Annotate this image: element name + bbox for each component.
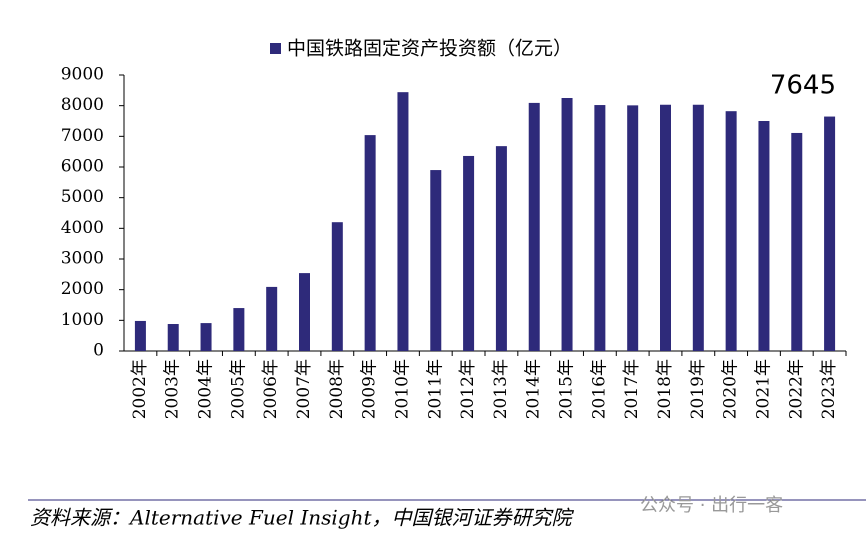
bar — [725, 111, 737, 351]
bar — [430, 170, 442, 351]
x-tick-label: 2007年 — [294, 359, 314, 419]
y-tick-label: 7000 — [61, 126, 104, 146]
bar — [331, 222, 343, 351]
bar — [200, 323, 212, 351]
bar — [528, 102, 540, 351]
x-tick-label: 2013年 — [491, 359, 511, 419]
bar — [397, 92, 409, 351]
y-tick-label: 9000 — [61, 65, 104, 85]
bar — [463, 155, 475, 351]
x-tick-label: 2004年 — [196, 359, 216, 419]
x-tick-label: 2011年 — [425, 359, 445, 419]
x-tick-label: 2023年 — [819, 359, 839, 419]
bar — [660, 104, 671, 351]
y-tick-label: 6000 — [61, 157, 104, 177]
bar — [495, 146, 507, 351]
y-tick-label: 3000 — [61, 249, 104, 269]
bar — [791, 132, 803, 351]
legend-swatch — [270, 43, 281, 54]
bar — [134, 320, 146, 351]
y-tick-label: 2000 — [61, 279, 104, 299]
source: 资料来源：Alternative Fuel Insight，中国银河证券研究院 — [30, 506, 575, 530]
x-tick-label: 2020年 — [721, 359, 741, 419]
x-tick-label: 2018年 — [655, 359, 675, 419]
y-tick-label: 5000 — [61, 187, 104, 207]
y-tick-label: 0 — [93, 341, 104, 361]
bar — [266, 286, 278, 351]
bar — [758, 121, 770, 351]
y-tick-label: 4000 — [61, 218, 104, 238]
bar — [627, 105, 639, 351]
x-tick-label: 2006年 — [261, 359, 281, 419]
x-tick-label: 2005年 — [228, 359, 248, 419]
legend-label: 中国铁路固定资产投资额（亿元） — [287, 38, 572, 60]
bar — [364, 135, 376, 351]
bar — [167, 324, 179, 351]
x-tick-label: 2009年 — [360, 359, 380, 419]
bar — [824, 116, 836, 351]
x-tick-label: 2014年 — [524, 359, 544, 419]
y-tick-label: 1000 — [61, 310, 104, 330]
x-tick-label: 2008年 — [327, 359, 347, 419]
x-tick-label: 2021年 — [753, 359, 773, 419]
x-tick-label: 2019年 — [688, 359, 708, 419]
bar — [233, 308, 245, 351]
y-tick-label: 8000 — [61, 95, 104, 115]
bar — [299, 273, 310, 351]
bar — [692, 104, 704, 351]
x-tick-label: 2012年 — [458, 359, 478, 419]
x-tick-label: 2022年 — [786, 359, 806, 419]
x-tick-label: 2015年 — [557, 359, 577, 419]
bar — [594, 105, 606, 351]
x-tick-label: 2017年 — [622, 359, 642, 419]
x-tick-label: 2002年 — [130, 359, 150, 419]
x-tick-label: 2010年 — [392, 359, 412, 419]
x-tick-label: 2003年 — [163, 359, 183, 419]
bar — [561, 98, 573, 351]
x-tick-label: 2016年 — [589, 359, 609, 419]
watermark: 公众号 · 出行一客 — [640, 495, 783, 516]
data-label: 7645 — [770, 71, 836, 101]
